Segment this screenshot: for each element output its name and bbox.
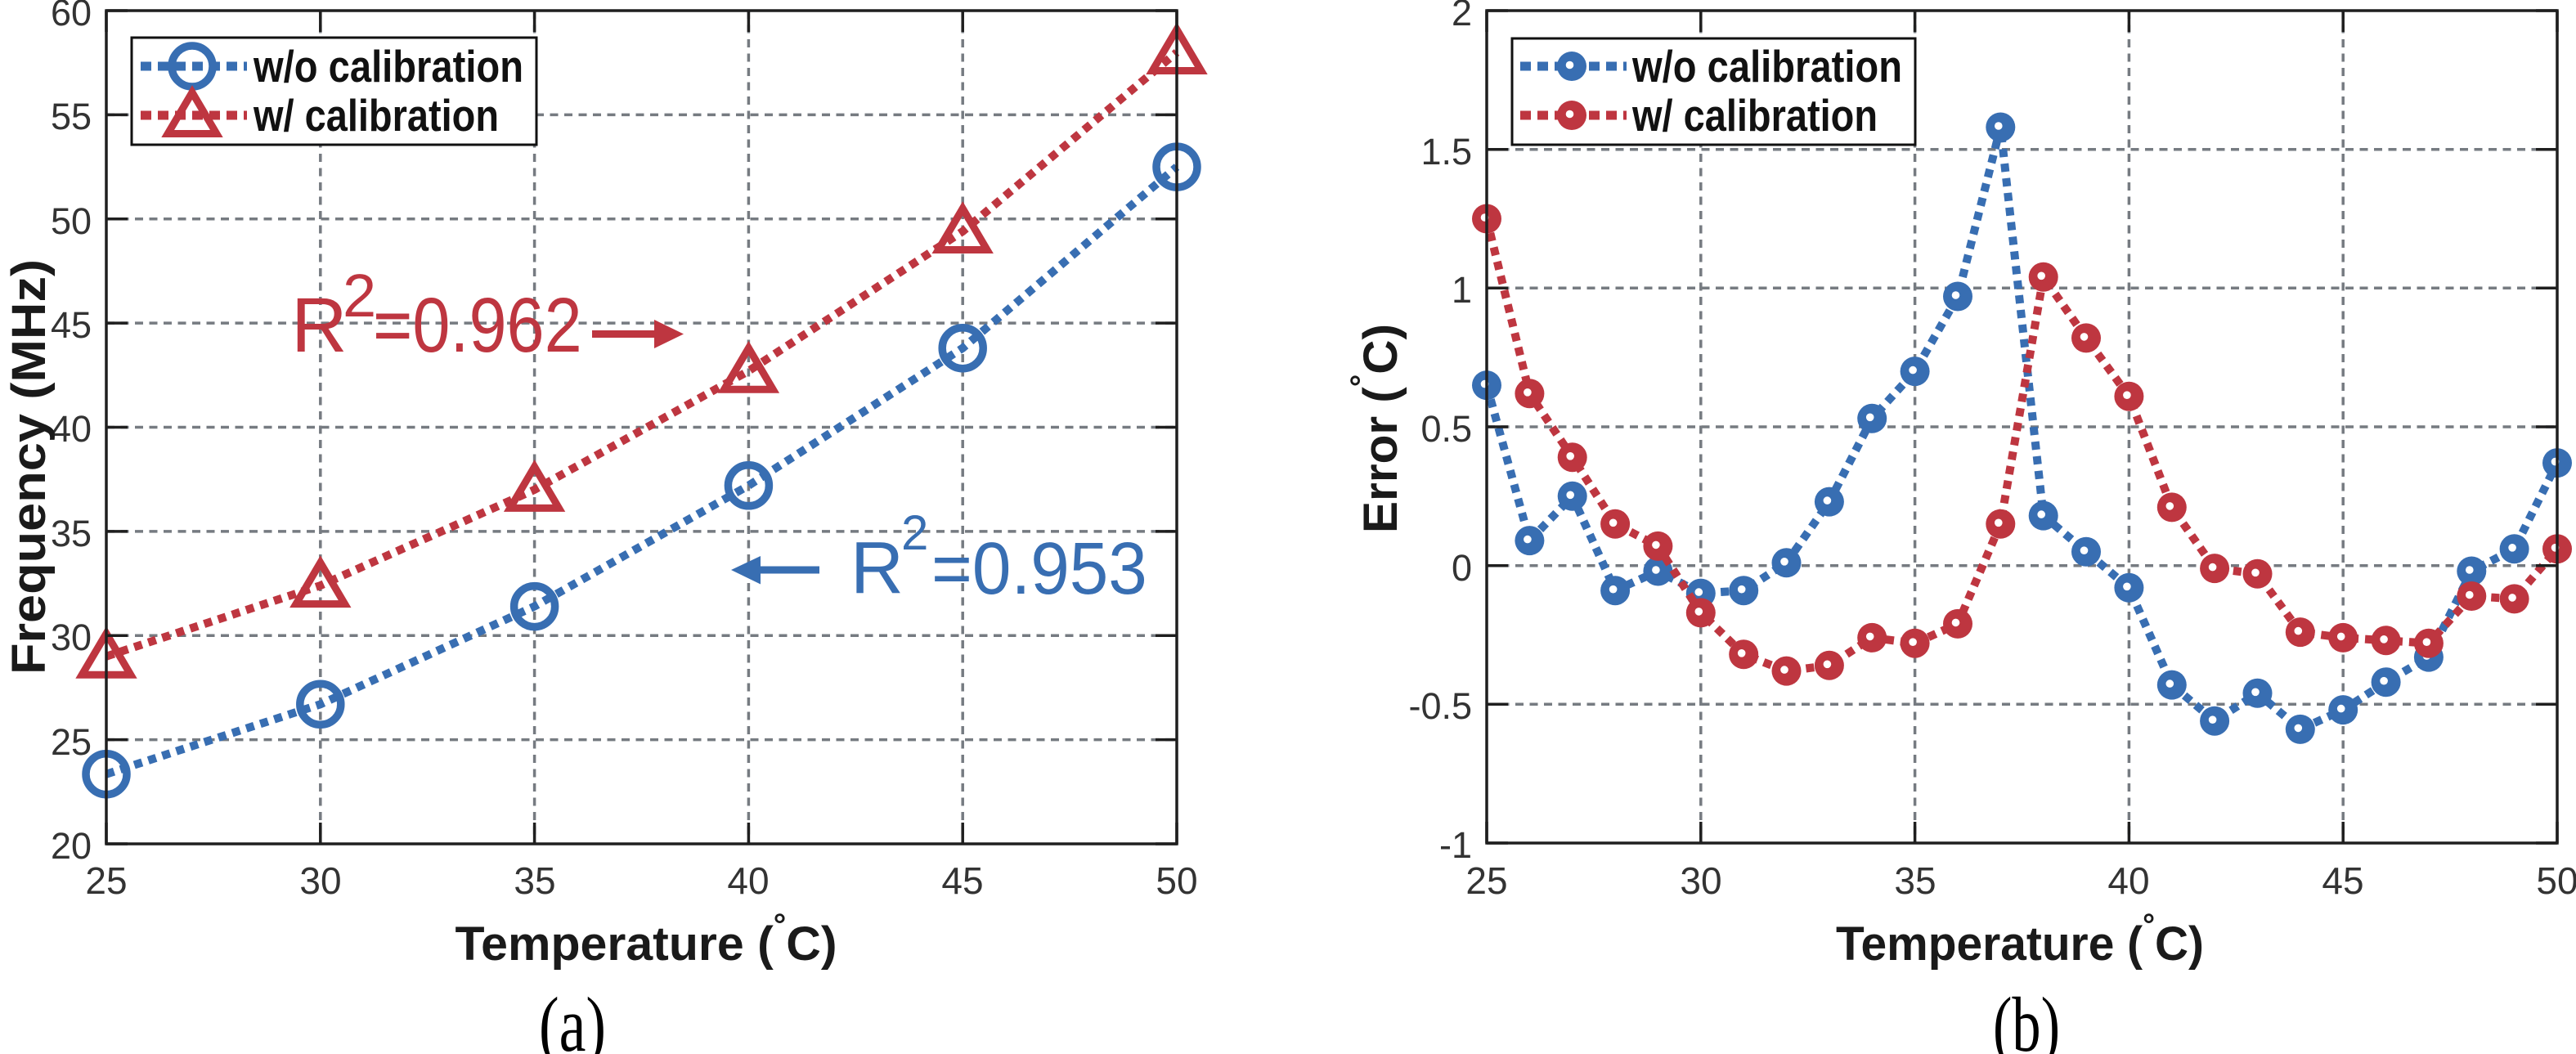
svg-text:20: 20 (51, 825, 92, 867)
svg-text:25: 25 (51, 721, 92, 763)
svg-text:45: 45 (51, 304, 92, 346)
svg-text:25: 25 (1465, 859, 1507, 902)
svg-text:30: 30 (1680, 859, 1721, 902)
svg-text:=0.962: =0.962 (373, 281, 582, 369)
svg-text:Error (°C): Error (°C) (1345, 324, 1407, 533)
svg-text:55: 55 (51, 96, 92, 137)
svg-text:35: 35 (1894, 859, 1936, 902)
svg-text:-1: -1 (1439, 824, 1472, 866)
svg-text:45: 45 (2322, 859, 2363, 902)
svg-text:=0.953: =0.953 (931, 527, 1147, 609)
svg-text:1: 1 (1452, 269, 1472, 311)
svg-text:25: 25 (85, 859, 127, 902)
svg-text:Temperature (°C): Temperature (°C) (1836, 908, 2204, 971)
svg-text:w/o calibration: w/o calibration (1631, 41, 1902, 92)
svg-text:w/ calibration: w/ calibration (1631, 90, 1878, 141)
svg-text:Frequency (MHz): Frequency (MHz) (2, 259, 56, 675)
svg-text:35: 35 (514, 859, 555, 902)
svg-text:50: 50 (51, 200, 92, 242)
svg-text:w/ calibration: w/ calibration (253, 90, 499, 141)
svg-text:(b): (b) (1993, 981, 2060, 1054)
svg-text:35: 35 (51, 513, 92, 554)
svg-text:Temperature (°C): Temperature (°C) (456, 908, 837, 971)
svg-text:40: 40 (51, 408, 92, 450)
svg-text:0.5: 0.5 (1420, 408, 1472, 450)
svg-text:1.5: 1.5 (1420, 131, 1472, 173)
svg-text:w/o calibration: w/o calibration (253, 41, 523, 92)
svg-text:60: 60 (51, 0, 92, 34)
svg-text:50: 50 (1156, 859, 1197, 902)
svg-text:40: 40 (2107, 859, 2149, 902)
svg-text:40: 40 (727, 859, 769, 902)
svg-text:(a): (a) (539, 981, 606, 1054)
svg-text:2: 2 (901, 505, 928, 560)
svg-text:45: 45 (941, 859, 983, 902)
svg-text:0: 0 (1452, 547, 1472, 589)
svg-text:R: R (850, 527, 904, 609)
svg-text:30: 30 (51, 617, 92, 658)
svg-text:-0.5: -0.5 (1408, 685, 1472, 727)
svg-text:R: R (291, 282, 348, 369)
svg-text:30: 30 (299, 859, 341, 902)
svg-text:50: 50 (2536, 859, 2576, 902)
svg-text:2: 2 (343, 262, 376, 330)
svg-text:2: 2 (1452, 0, 1472, 34)
